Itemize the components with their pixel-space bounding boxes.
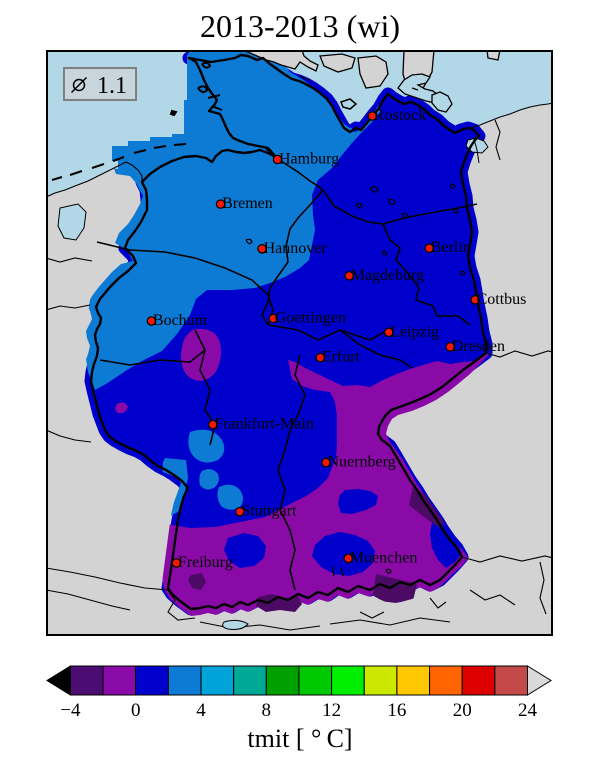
svg-text:−4: −4 [60,700,81,721]
svg-text:Freiburg: Freiburg [178,554,233,571]
svg-text:Rostock: Rostock [374,107,426,124]
svg-text:Dresden: Dresden [452,338,505,355]
svg-text:Bochum: Bochum [153,312,208,329]
svg-text:0: 0 [131,700,141,721]
svg-text:8: 8 [262,700,272,721]
svg-text:Berlin: Berlin [431,239,471,256]
svg-text:Frankfurt-Main: Frankfurt-Main [214,416,314,433]
svg-text:1.1: 1.1 [97,73,127,99]
svg-text:20: 20 [453,700,472,721]
svg-text:12: 12 [322,700,341,721]
svg-text:Stuttgart: Stuttgart [241,503,297,520]
svg-text:Hannover: Hannover [264,240,328,257]
svg-text:Erfurt: Erfurt [322,349,361,366]
svg-text:16: 16 [387,700,406,721]
svg-text:Goettingen: Goettingen [275,310,346,327]
svg-text:Bremen: Bremen [222,195,273,212]
svg-text:Nuernberg: Nuernberg [328,454,396,471]
svg-text:Leipzig: Leipzig [390,323,439,340]
svg-text:4: 4 [196,700,206,721]
svg-text:24: 24 [518,700,538,721]
svg-text:Hamburg: Hamburg [279,151,339,168]
svg-text:Cottbus: Cottbus [477,291,527,308]
svg-text:Magdeburg: Magdeburg [351,267,424,284]
svg-text:Muenchen: Muenchen [350,549,418,566]
svg-text:tmit [ ° C]: tmit [ ° C] [247,724,352,753]
